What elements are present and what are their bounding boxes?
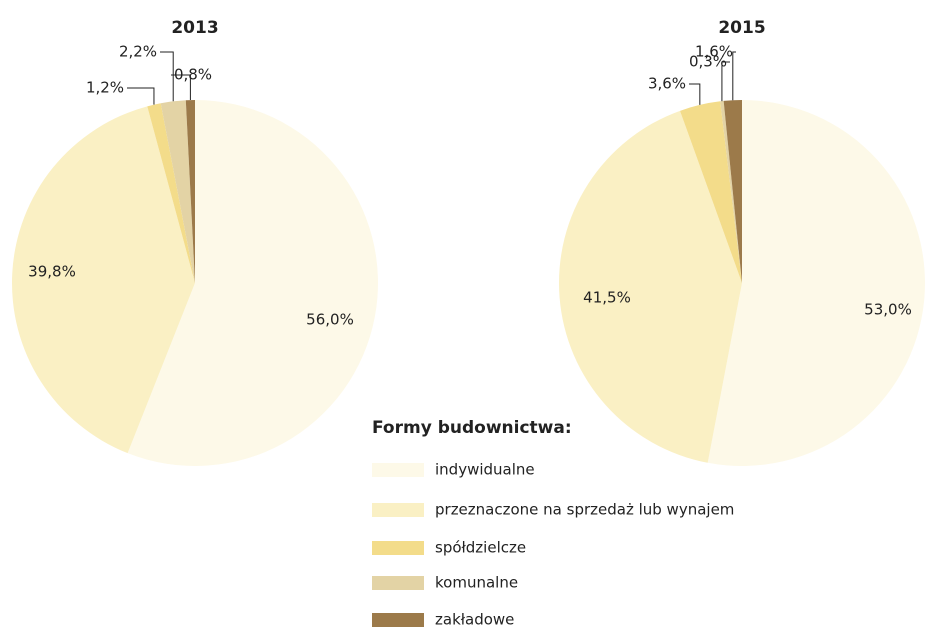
legend-title: Formy budownictwa:	[372, 418, 572, 438]
legend-label: przeznaczone na sprzedaż lub wynajem	[435, 501, 734, 519]
leader-line	[732, 51, 736, 101]
chart-title: 2013	[171, 18, 218, 38]
leader-line	[171, 74, 191, 101]
legend-label: zakładowe	[435, 611, 514, 629]
leader-line	[160, 51, 174, 102]
leader-line	[721, 61, 730, 102]
legend-swatch	[372, 463, 424, 477]
pie-slice	[558, 110, 742, 463]
leader-line	[127, 87, 155, 105]
data-label: 0,8%	[174, 66, 212, 84]
pie-slice	[147, 103, 195, 284]
data-label: 3,6%	[648, 75, 686, 93]
pie-slice	[127, 100, 378, 466]
pie-slice	[160, 100, 195, 283]
pie-slice	[185, 100, 195, 283]
data-label: 2,2%	[119, 43, 157, 61]
data-label: 1,6%	[695, 43, 733, 61]
pie-slice	[707, 100, 925, 466]
pie-slice	[720, 100, 742, 283]
data-label: 56,0%	[306, 311, 354, 329]
pie-slice	[11, 106, 196, 454]
legend-label: spółdzielcze	[435, 539, 526, 557]
data-label: 41,5%	[583, 289, 631, 307]
pie-slice	[680, 101, 742, 283]
data-label: 39,8%	[28, 263, 76, 281]
leader-line	[689, 83, 701, 105]
data-label: 1,2%	[86, 79, 124, 97]
data-label: 53,0%	[864, 301, 912, 319]
legend-swatch	[372, 541, 424, 555]
legend-swatch	[372, 503, 424, 517]
pie-slice	[723, 100, 742, 283]
legend-swatch	[372, 613, 424, 627]
chart-title: 2015	[718, 18, 765, 38]
legend-swatch	[372, 576, 424, 590]
legend-label: indywidualne	[435, 461, 535, 479]
legend-label: komunalne	[435, 574, 518, 592]
data-label: 0,3%	[689, 53, 727, 71]
